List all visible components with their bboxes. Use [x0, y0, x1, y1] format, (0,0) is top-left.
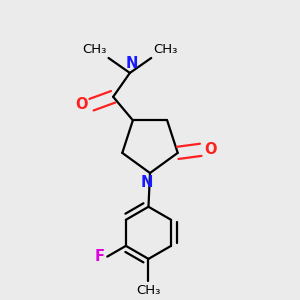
Text: N: N	[140, 175, 152, 190]
Text: F: F	[94, 249, 104, 264]
Text: O: O	[204, 142, 217, 157]
Text: CH₃: CH₃	[136, 284, 161, 297]
Text: N: N	[125, 56, 138, 71]
Text: CH₃: CH₃	[153, 43, 177, 56]
Text: O: O	[75, 97, 88, 112]
Text: CH₃: CH₃	[82, 43, 107, 56]
